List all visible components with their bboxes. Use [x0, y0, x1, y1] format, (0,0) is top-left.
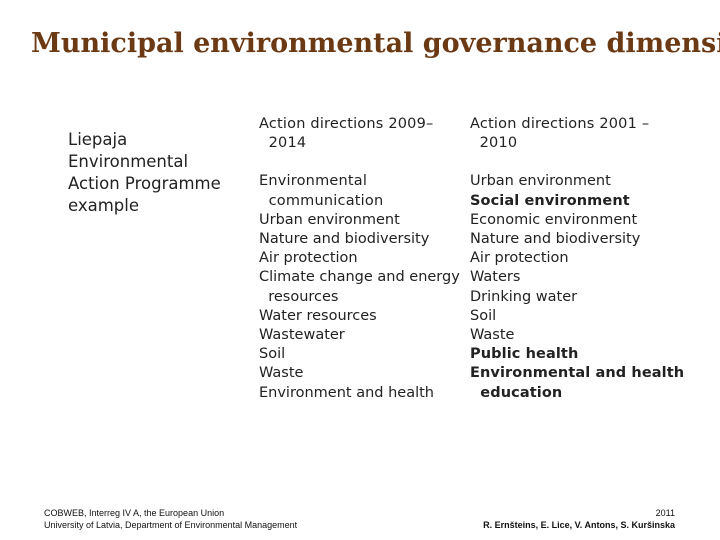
footer-university: University of Latvia, Department of Envi… [44, 520, 298, 530]
column-gap [259, 153, 459, 172]
list-item: Public health [470, 346, 579, 363]
list-item: Wastewater [259, 327, 345, 344]
list-item: Water resources [259, 307, 377, 324]
list-item: Air protection [259, 250, 358, 267]
list-item: Nature and biodiversity [470, 231, 641, 248]
column-items: Urban environment Social environment Econo… [470, 172, 690, 402]
list-item: Soil [259, 346, 286, 363]
footer-year: 2011 [655, 508, 675, 518]
list-item: Social environment [470, 192, 630, 209]
column-2001-2010: Action directions 2001 – 2010 Urban envi… [470, 115, 690, 403]
column-heading-line: Action directions 2001 – [470, 116, 650, 132]
list-item: resources [259, 288, 339, 305]
list-item: Waste [259, 365, 304, 382]
list-item: Environment and health [259, 384, 434, 401]
list-item: education [470, 384, 563, 401]
list-item: Nature and biodiversity [259, 231, 430, 248]
list-item: Environmental [259, 173, 368, 190]
column-2009-2014: Action directions 2009– 2014 Environment… [259, 115, 460, 403]
list-item: Waters [470, 269, 521, 286]
list-item: Soil [470, 307, 497, 324]
programme-label-line: example [68, 196, 140, 215]
programme-label-line: Action Programme [68, 174, 221, 193]
list-item: Environmental and health [470, 365, 685, 382]
programme-label: Liepaja Environmental Action Programme e… [68, 129, 238, 217]
list-item: Urban environment [259, 211, 400, 228]
list-item: communication [259, 192, 384, 209]
list-item: Economic environment [470, 211, 638, 228]
slide-title: Municipal environmental governance dimen… [31, 28, 720, 59]
programme-label-line: Liepaja [68, 130, 128, 149]
column-heading-line: 2014 [259, 135, 307, 152]
column-heading-line: 2010 [470, 135, 518, 152]
column-gap [470, 153, 690, 172]
list-item: Waste [470, 327, 515, 344]
footer-author-names: R. Ernšteins, E. Lice, V. Antons, S. Kur… [483, 520, 675, 530]
list-item: Drinking water [470, 288, 578, 305]
list-item: Air protection [470, 250, 569, 267]
list-item: Urban environment [470, 173, 611, 190]
footer-credits: COBWEB, Interreg IV A, the European Unio… [44, 507, 297, 531]
column-heading-line: Action directions 2009– [259, 116, 434, 132]
list-item: Climate change and energy [259, 269, 460, 286]
programme-label-line: Environmental [68, 152, 189, 171]
footer-authors: 2011 R. Ernšteins, E. Lice, V. Antons, S… [483, 507, 675, 531]
footer-project: COBWEB, Interreg IV A, the European Unio… [44, 508, 225, 518]
